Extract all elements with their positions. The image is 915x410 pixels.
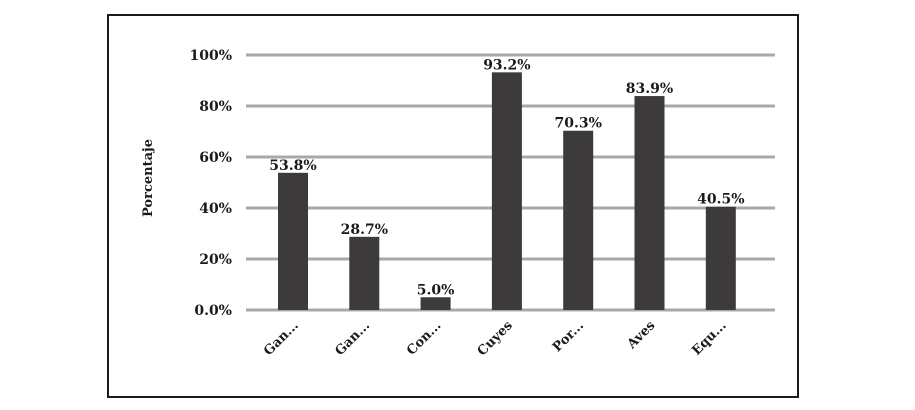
data-label: 40.5% bbox=[697, 192, 744, 208]
bar bbox=[349, 236, 380, 310]
y-tick-label: 60% bbox=[199, 150, 232, 166]
x-axis-categories: Gan... Gan... Con... Cuyes Por... Aves Equ... bbox=[261, 318, 730, 359]
y-axis-ticks: 0.0% 20% 40% 60% 80% 100% bbox=[189, 48, 232, 319]
bar bbox=[705, 206, 736, 310]
x-tick-label: Gan... bbox=[332, 318, 373, 359]
y-tick-label: 80% bbox=[199, 99, 232, 115]
x-tick-label: Cuyes bbox=[475, 318, 516, 359]
y-tick-label: 40% bbox=[199, 201, 232, 217]
y-axis-label: Porcentaje bbox=[141, 139, 156, 217]
bar bbox=[278, 172, 308, 310]
bar bbox=[563, 130, 594, 310]
bar bbox=[634, 96, 665, 311]
data-label: 53.8% bbox=[269, 158, 316, 174]
data-label: 83.9% bbox=[626, 81, 673, 97]
data-label: 5.0% bbox=[417, 282, 455, 298]
data-label: 93.2% bbox=[483, 57, 530, 73]
bar bbox=[420, 297, 451, 310]
x-tick-label: Equ... bbox=[689, 318, 729, 358]
y-tick-label: 20% bbox=[199, 252, 232, 268]
x-tick-label: Gan... bbox=[261, 318, 302, 359]
x-tick-label: Con... bbox=[404, 318, 444, 358]
data-labels: 53.8% 28.7% 5.0% 93.2% 70.3% 83.9% 40.5% bbox=[269, 57, 744, 298]
chart-frame bbox=[107, 14, 799, 398]
y-tick-label: 100% bbox=[189, 48, 232, 64]
bars bbox=[278, 72, 736, 311]
x-tick-label: Aves bbox=[624, 318, 658, 352]
x-tick-label: Por... bbox=[550, 318, 587, 355]
data-label: 28.7% bbox=[341, 222, 388, 238]
bar bbox=[491, 72, 522, 310]
data-label: 70.3% bbox=[554, 116, 601, 132]
y-tick-label: 0.0% bbox=[194, 303, 232, 319]
